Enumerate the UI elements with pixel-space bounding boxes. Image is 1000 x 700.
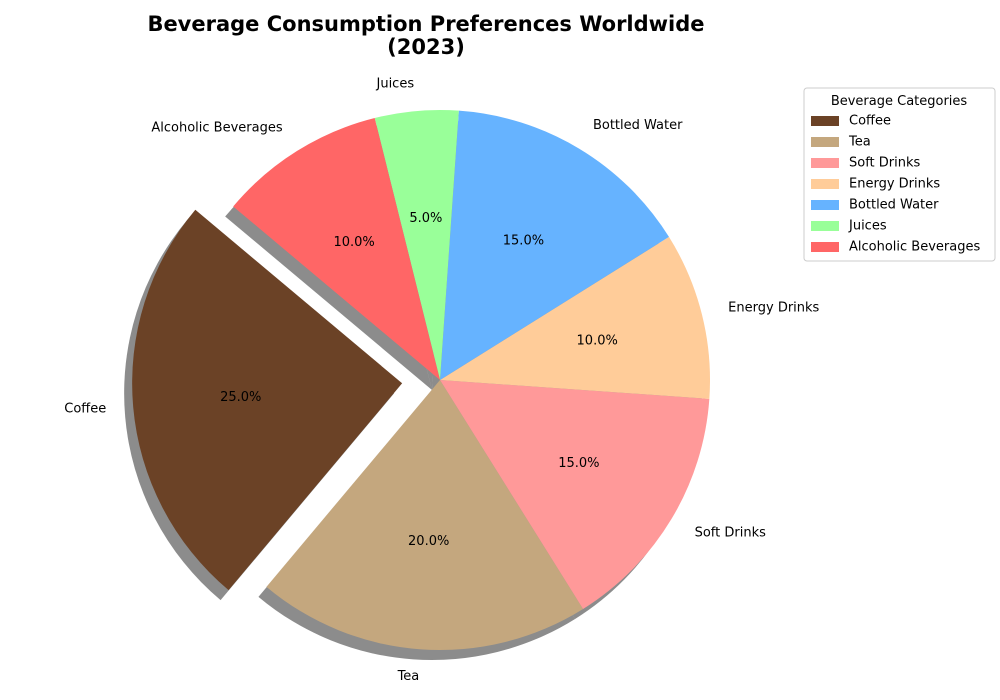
- percent-labels: 25.0% 20.0% 15.0% 10.0% 15.0% 5.0% 10.0%: [220, 211, 618, 549]
- legend-swatch-bottled-water: [811, 200, 839, 210]
- legend-items: Coffee Tea Soft Drinks Energy Drinks Bottled…: [811, 114, 980, 255]
- slice-soft-drinks: [440, 380, 710, 609]
- legend-swatch-juices: [811, 221, 839, 231]
- percent-label-alcoholic-beverages: 10.0%: [333, 235, 374, 250]
- legend-swatch-soft-drinks: [811, 158, 839, 168]
- percent-label-tea: 20.0%: [408, 534, 449, 549]
- slice-label-energy-drinks: Energy Drinks: [728, 301, 819, 316]
- legend-swatch-coffee: [811, 116, 839, 126]
- slice-alcoholic-beverages: [233, 118, 440, 381]
- category-labels: Coffee Tea Soft Drinks Energy Drinks Bottled…: [64, 77, 819, 684]
- slice-energy-drinks: [440, 236, 710, 399]
- slice-bottled-water: [440, 110, 669, 380]
- slice-juices: [374, 109, 459, 380]
- legend-label-coffee: Coffee: [849, 114, 891, 129]
- legend-frame: [803, 87, 996, 262]
- chart-title: Beverage Consumption Preferences Worldwi…: [147, 12, 704, 36]
- percent-label-bottled-water: 15.0%: [503, 234, 544, 249]
- slice-tea: [266, 380, 584, 650]
- slice-label-bottled-water: Bottled Water: [593, 118, 683, 133]
- legend: Beverage Categories Coffee Tea Soft Drinks…: [803, 87, 996, 262]
- chart-title-year: (2023): [387, 35, 465, 59]
- legend-label-energy-drinks: Energy Drinks: [849, 177, 940, 192]
- slice-label-juices: Juices: [376, 77, 415, 92]
- slice-coffee: [132, 209, 403, 591]
- legend-title: Beverage Categories: [831, 94, 968, 109]
- slice-label-alcoholic-beverages: Alcoholic Beverages: [151, 121, 282, 136]
- percent-label-coffee: 25.0%: [220, 390, 261, 405]
- percent-label-energy-drinks: 10.0%: [577, 333, 618, 348]
- legend-label-soft-drinks: Soft Drinks: [849, 156, 921, 171]
- slice-label-coffee: Coffee: [64, 402, 106, 417]
- percent-label-soft-drinks: 15.0%: [558, 456, 599, 471]
- slice-label-tea: Tea: [397, 669, 420, 684]
- legend-label-bottled-water: Bottled Water: [849, 198, 939, 213]
- legend-swatch-energy-drinks: [811, 179, 839, 189]
- percent-label-juices: 5.0%: [409, 211, 442, 226]
- legend-label-juices: Juices: [848, 219, 887, 234]
- slice-label-soft-drinks: Soft Drinks: [695, 525, 767, 540]
- legend-swatch-alcoholic-beverages: [811, 242, 839, 252]
- pie-slices: [132, 109, 710, 650]
- legend-label-alcoholic-beverages: Alcoholic Beverages: [849, 240, 980, 255]
- legend-swatch-tea: [811, 137, 839, 147]
- legend-label-tea: Tea: [848, 135, 871, 150]
